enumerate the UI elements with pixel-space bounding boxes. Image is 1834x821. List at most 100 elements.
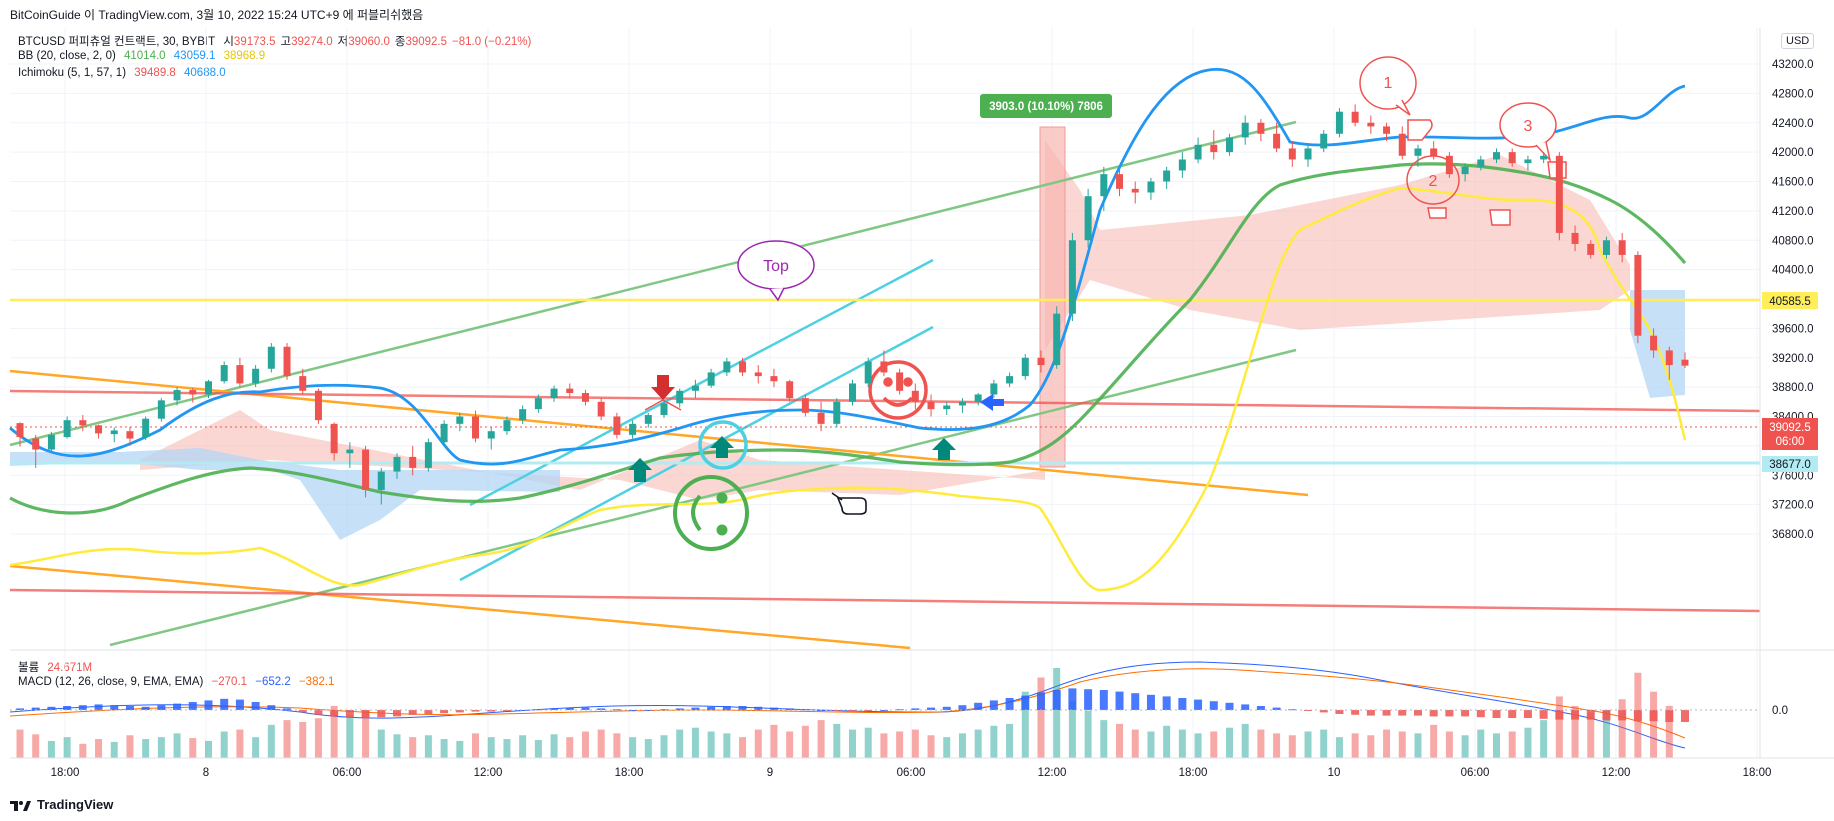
volume-bar [204,740,212,758]
macd-hist-bar [1319,710,1328,713]
volume-bar [1445,731,1453,758]
candle-body [1288,148,1296,160]
price-label-last: 39092.5 06:00 [1762,418,1818,450]
candle-body [1006,376,1014,384]
macd-hist-bar [1052,690,1061,710]
x-tick-label: 12:00 [1038,767,1067,779]
candle-body [911,390,919,402]
candle-body [1335,111,1343,134]
volume-bar [1194,733,1202,758]
symbol-label: BTCUSD 퍼피츄얼 컨트랙트, 30, BYBIT [18,36,216,48]
change-value: −81.0 (−0.21%) [452,36,532,48]
x-tick-label: 10 [1328,767,1341,779]
volume-bar [581,731,589,758]
cyan-circle [698,420,748,470]
y-tick-label: 40800.0 [1772,235,1814,247]
macd-hist-bar [1508,710,1517,718]
macd-hist-bar [1304,710,1313,711]
y-tick-label: 41600.0 [1772,177,1814,189]
volume-bar [409,737,417,758]
volume-bar [629,737,637,758]
macd-hist-bar [31,707,40,710]
candle-body [142,418,150,438]
volume-bar [801,725,809,758]
volume-bar [1288,735,1296,758]
top-annotation [737,240,815,302]
hand-pointer-red-1-icon [1407,119,1433,141]
macd-hist-bar [707,706,716,710]
y-tick-label: 36800.0 [1772,529,1814,541]
volume-bar [817,720,825,758]
volume-bar [110,741,118,758]
volume-bar [456,740,464,758]
x-tick-label: 06:00 [897,767,926,779]
macd-hist-bar [1162,696,1171,710]
candle-body [1618,240,1626,255]
candle-body [849,383,856,402]
volume-bar [691,727,699,758]
candle-body [189,390,197,395]
y-tick-label: 42400.0 [1772,118,1814,130]
volume-bar [1493,733,1501,758]
bb-basis-value: 41014.0 [124,50,166,62]
candle-body [927,401,935,410]
macd-hist-bar [1209,701,1218,710]
candle-body [550,388,558,399]
volume-bar [487,737,495,758]
volume-bar [1618,699,1626,758]
volume-bar [911,729,919,758]
candle-body [487,431,495,439]
volume-bar [1147,731,1155,758]
macd-hist-bar [974,702,983,710]
tradingview-logo[interactable]: TradingView [10,797,113,812]
volume-bar [424,735,432,758]
volume-bar [613,733,621,758]
countdown-text: 06:00 [1776,436,1805,448]
macd-hist-value: −270.1 [211,676,248,688]
candle-body [110,430,118,435]
macd-hist-bar [1178,698,1187,710]
macd-hist-bar [1115,691,1124,710]
y-tick-label: 43200.0 [1772,59,1814,71]
candle-body [581,393,589,402]
volume-bar [95,739,103,758]
volume-bar [1665,705,1673,758]
candle-body [817,412,825,424]
volume-bar [346,715,354,758]
volume-bar [1210,731,1218,758]
macd-hist-bar [1288,709,1297,711]
candle-body [1477,159,1485,167]
tradingview-logo-icon [10,800,31,811]
bb-lower-value: 38968.9 [223,50,266,62]
candle-body [424,442,432,468]
macd-zero-label: 0.0 [1772,705,1788,717]
volume-label: 볼륨 [18,662,40,674]
volume-bar [770,724,778,758]
volume-bar [1430,724,1438,758]
volume-bar [472,733,480,758]
volume-bar [157,737,165,758]
bb-label: BB (20, close, 2, 0) [18,50,116,62]
volume-bar [126,735,134,758]
candle-body [1540,155,1548,160]
volume-bar [173,733,181,758]
macd-hist-bar [927,707,936,710]
close-value: 39092.5 [405,36,448,48]
volume-bar [896,731,904,758]
macd-hist-bar [157,705,166,710]
volume-bar [330,705,338,758]
green-arrow-up-icon-1 [628,458,652,482]
volume-legend: 볼륨 24.671M [18,659,97,675]
currency-button[interactable]: USD [1781,33,1815,49]
macd-hist-bar [1351,710,1360,715]
candle-body [1084,196,1092,241]
candle-body [1445,155,1453,175]
volume-bar [236,729,244,758]
volume-bar [1131,729,1139,758]
volume-bar [1257,729,1265,758]
low-label: 저 [337,36,349,48]
candle-body [1225,137,1233,153]
measure-text: 3903.0 (10.10%) 7806 [989,101,1103,113]
candle-body [79,420,87,426]
